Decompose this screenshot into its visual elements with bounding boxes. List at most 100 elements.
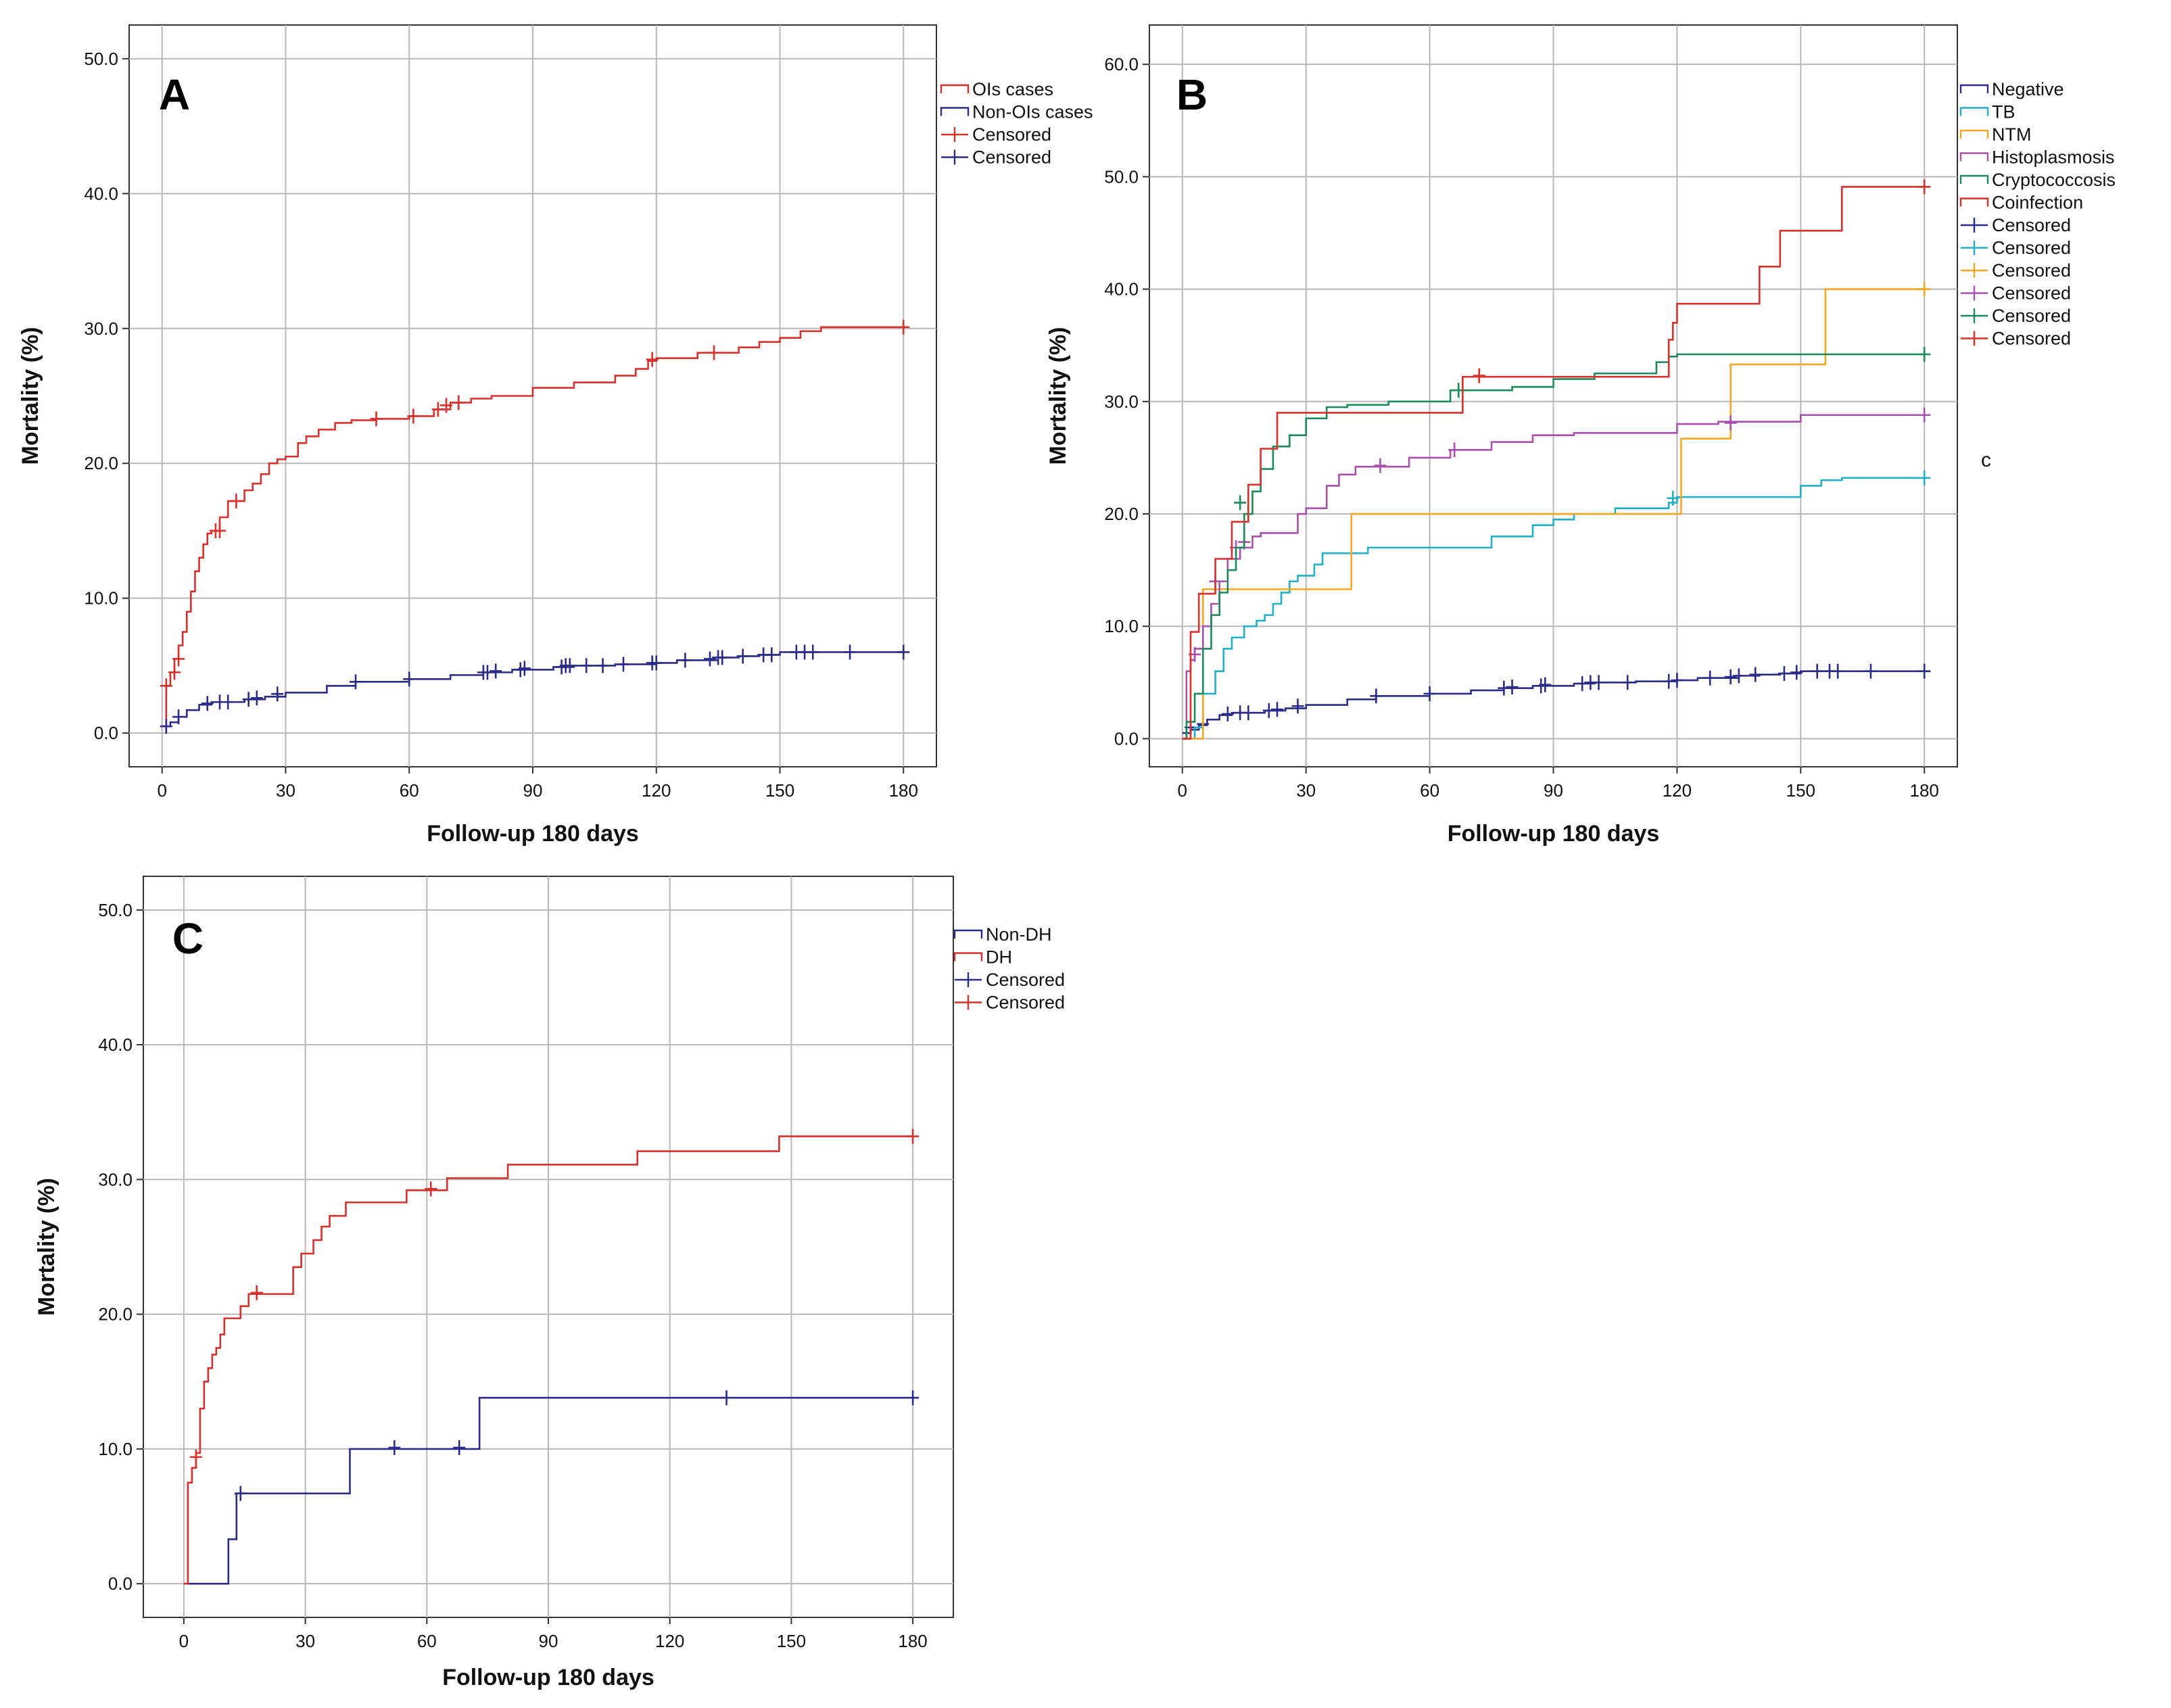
- x-tick-label: 30: [295, 1631, 315, 1651]
- x-tick-label: 90: [539, 1631, 558, 1651]
- legend-label: Censored: [1992, 283, 2071, 304]
- censor-mark-ois-cases: [452, 395, 465, 410]
- x-axis-title: Follow-up 180 days: [427, 821, 639, 847]
- censor-mark-negative: [1262, 703, 1275, 718]
- censor-mark-negative: [1732, 668, 1745, 684]
- censor-mark-tb: [1918, 470, 1931, 485]
- x-tick-label: 60: [400, 780, 419, 801]
- censor-mark-negative: [1221, 706, 1234, 721]
- censor-mark-ois-cases: [440, 398, 453, 413]
- censor-mark-ois-cases: [370, 411, 383, 427]
- legend-item: Histoplasmosis: [1959, 147, 2115, 168]
- y-tick-label: 10.0: [84, 588, 118, 609]
- censor-mark-non-ois-cases: [703, 651, 716, 667]
- y-tick-label: 50.0: [84, 49, 118, 69]
- legend-line-swatch: [1959, 107, 1989, 116]
- y-tick-label: 20.0: [98, 1304, 133, 1325]
- censor-mark-negative: [1663, 673, 1675, 689]
- censor-mark-non-ois-cases: [201, 696, 214, 711]
- censor-mark-negative: [1242, 705, 1255, 721]
- km-curve-ois-cases: [162, 326, 904, 728]
- censor-mark-histoplasmosis: [1918, 407, 1931, 423]
- x-tick-label: 60: [417, 1631, 437, 1651]
- legend-item: OIs cases: [940, 79, 1053, 99]
- km-curve-coinfection: [1182, 186, 1925, 740]
- censor-mark-non-ois-cases: [222, 694, 235, 710]
- x-tick-label: 180: [898, 1631, 927, 1651]
- legend-item: Censored: [1961, 238, 2071, 258]
- censor-mark-ois-cases: [708, 345, 721, 360]
- y-tick-label: 50.0: [98, 900, 133, 920]
- legend-line-swatch: [1959, 129, 1989, 139]
- censor-mark-dh: [907, 1129, 920, 1144]
- x-axis-title: Follow-up 180 days: [1448, 821, 1660, 847]
- censor-mark-negative: [1423, 686, 1436, 701]
- censor-mark-negative: [1832, 663, 1844, 679]
- legend-label: Censored: [986, 993, 1065, 1013]
- panel-b: 0 30 60 90 120 150 180 0.0 10.0 20.0 30.0 40.0 50.0 6…: [1045, 24, 2116, 847]
- panel-letter: A: [159, 70, 190, 119]
- censor-mark-negative: [1271, 702, 1284, 717]
- censor-mark-non-ois-cases: [518, 661, 531, 676]
- censor-mark-negative: [1704, 670, 1717, 686]
- legend-item: Non-OIs cases: [940, 102, 1093, 122]
- censor-mark-non-ois-cases: [563, 658, 576, 673]
- legend-line-swatch: [953, 952, 983, 962]
- y-tick-label: 50.0: [1104, 166, 1139, 187]
- legend-item: Cryptococcosis: [1959, 170, 2116, 190]
- x-tick-label: 120: [642, 780, 671, 801]
- km-curve-dh: [183, 1135, 913, 1585]
- legend-label: Censored: [1992, 329, 2071, 349]
- legend-line-swatch: [940, 107, 970, 116]
- y-tick-label: 0.0: [108, 1573, 133, 1594]
- censor-mark-coinfection: [1473, 368, 1485, 383]
- censor-mark-ois-cases: [897, 319, 910, 335]
- censor-mark-non-dh: [720, 1390, 733, 1406]
- censor-mark-histoplasmosis: [1374, 458, 1387, 473]
- legend-label: Censored: [972, 124, 1051, 145]
- censor-mark-coinfection: [1918, 179, 1931, 195]
- panel-c: 0 30 60 90 120 150 180 0.0 10.0 20.0 30.0 40.0 50.0 F…: [34, 876, 1065, 1690]
- y-tick-label: 40.0: [84, 183, 118, 204]
- censor-mark-negative: [1749, 667, 1762, 682]
- censor-mark-non-ois-cases: [679, 653, 692, 668]
- censor-mark-histoplasmosis: [1724, 415, 1737, 431]
- legend-item: Censored: [941, 147, 1051, 168]
- legend-line-swatch: [1959, 197, 1989, 207]
- x-tick-label: 150: [1786, 780, 1815, 801]
- censor-mark-non-ois-cases: [350, 674, 362, 690]
- x-tick-label: 0: [1178, 780, 1187, 801]
- y-tick-label: 40.0: [1104, 279, 1139, 300]
- censor-mark-negative: [1498, 680, 1510, 696]
- censor-mark-non-ois-cases: [897, 644, 910, 660]
- y-tick-label: 0.0: [1114, 728, 1139, 749]
- censor-mark-non-ois-cases: [596, 658, 609, 673]
- legend-label: Censored: [1992, 260, 2071, 281]
- x-tick-label: 30: [1296, 780, 1316, 801]
- censor-mark-non-ois-cases: [617, 657, 630, 672]
- censor-mark-negative: [1539, 677, 1552, 692]
- censor-mark-non-ois-cases: [807, 644, 819, 660]
- panel-letter: B: [1176, 70, 1208, 119]
- legend-item: Censored: [1961, 306, 2071, 326]
- legend-label: NTM: [1992, 124, 2031, 145]
- legend-item: DH: [953, 947, 1012, 968]
- censor-mark-ois-cases: [172, 651, 185, 667]
- censor-mark-negative: [1778, 666, 1790, 682]
- censor-mark-non-ois-cases: [765, 647, 778, 663]
- legend-item: Censored: [1961, 283, 2071, 304]
- x-tick-label: 0: [179, 1631, 189, 1651]
- censor-mark-non-ois-cases: [172, 709, 185, 725]
- km-curve-non-dh: [183, 1396, 913, 1585]
- censor-mark-ois-cases: [431, 402, 444, 417]
- legend-line-swatch: [1959, 84, 1989, 93]
- censor-mark-negative: [1291, 698, 1304, 714]
- censor-mark-non-ois-cases: [403, 671, 416, 687]
- y-tick-label: 60.0: [1104, 54, 1139, 74]
- legend-item: Censored: [1961, 329, 2071, 349]
- censor-mark-negative: [1918, 663, 1931, 679]
- side-note-letter: c: [1981, 449, 1991, 471]
- censor-mark-non-dh: [234, 1486, 247, 1501]
